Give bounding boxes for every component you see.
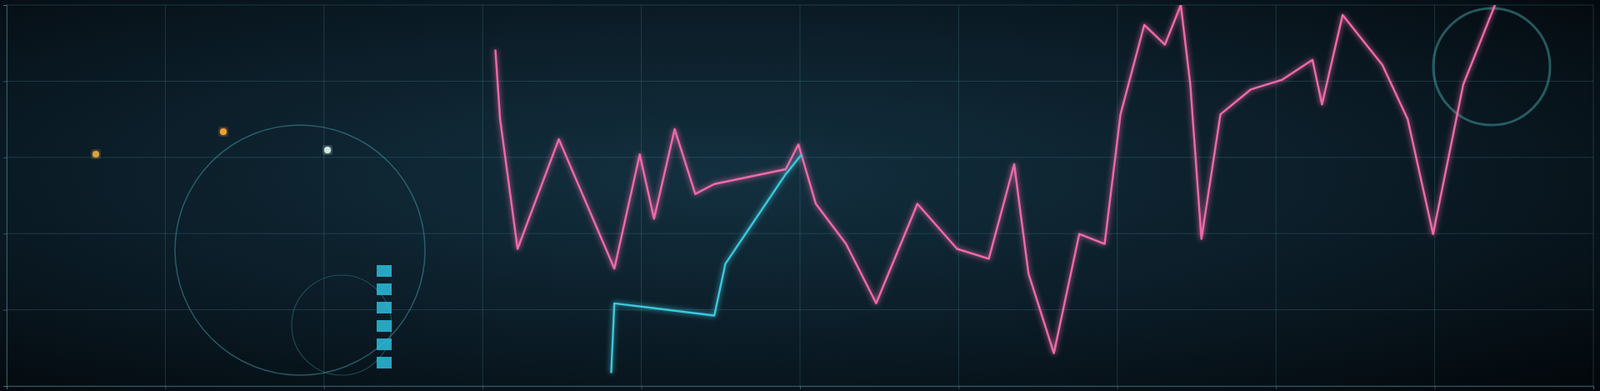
- hud-block: [376, 320, 392, 332]
- tick: [3, 385, 7, 387]
- tick-mark: [800, 385, 801, 390]
- tick-mark: [3, 310, 7, 311]
- tick-mark: [1275, 385, 1277, 390]
- grid-line: [6, 309, 1594, 310]
- tick-mark: [3, 233, 7, 235]
- tick-mark: [3, 80, 7, 82]
- tick-mark: [3, 385, 7, 387]
- tick-mark: [1435, 385, 1436, 390]
- hud-block: [376, 265, 392, 277]
- line: [610, 154, 801, 373]
- tick-mark: [324, 385, 325, 390]
- tick-mark: [3, 5, 7, 6]
- hud-block: [376, 283, 392, 295]
- grid-line: [6, 80, 1594, 82]
- hud-block: [376, 301, 392, 314]
- axis-line: [3, 5, 8, 387]
- grid-line: [1275, 5, 1277, 386]
- hud-ring: [1433, 8, 1550, 125]
- tick: [482, 385, 484, 390]
- axis-line: [7, 386, 1595, 390]
- hud-ring: [291, 275, 392, 375]
- background: [0, 0, 1600, 391]
- tick: [3, 5, 7, 6]
- y-axis: [3, 5, 8, 387]
- series-group: [495, 5, 1495, 373]
- tick-mark: [165, 385, 166, 390]
- grid-line: [482, 5, 484, 386]
- tick-mark: [958, 385, 960, 390]
- x-axis: [7, 385, 1595, 390]
- tick-mark: [482, 385, 484, 390]
- hud-block: [376, 356, 392, 369]
- grid-line: [6, 5, 1594, 6]
- tick: [3, 157, 7, 159]
- grid-line: [1593, 5, 1595, 386]
- chart: [0, 0, 1600, 391]
- hud-dot: [324, 146, 331, 154]
- tick: [324, 385, 325, 390]
- tick-mark: [641, 385, 643, 390]
- grid-line: [800, 5, 801, 386]
- tick: [3, 80, 7, 82]
- tick: [641, 385, 643, 390]
- grid-line: [1434, 5, 1435, 386]
- tick: [1435, 385, 1436, 390]
- grid-line: [165, 5, 166, 386]
- tick: [958, 385, 960, 390]
- hud-dot: [220, 128, 227, 135]
- tick: [1593, 385, 1595, 390]
- hud-ring: [175, 125, 425, 375]
- grid-line: [323, 5, 325, 386]
- grid-line: [6, 233, 1594, 235]
- hud-block: [376, 338, 392, 350]
- tick: [800, 385, 801, 390]
- tick: [3, 233, 7, 235]
- tick-mark: [3, 157, 7, 159]
- grid-line: [640, 5, 642, 386]
- line: [495, 5, 1495, 354]
- grid-line: [1116, 5, 1118, 386]
- grid: [6, 5, 1594, 386]
- tick-mark: [1117, 385, 1119, 390]
- tick: [1117, 385, 1119, 390]
- plot: [3, 5, 1595, 390]
- hud-dot: [92, 150, 100, 158]
- tick: [165, 385, 166, 390]
- grid-line: [958, 5, 960, 386]
- tick: [1275, 385, 1277, 390]
- tick: [3, 310, 7, 311]
- tick-mark: [1593, 385, 1595, 390]
